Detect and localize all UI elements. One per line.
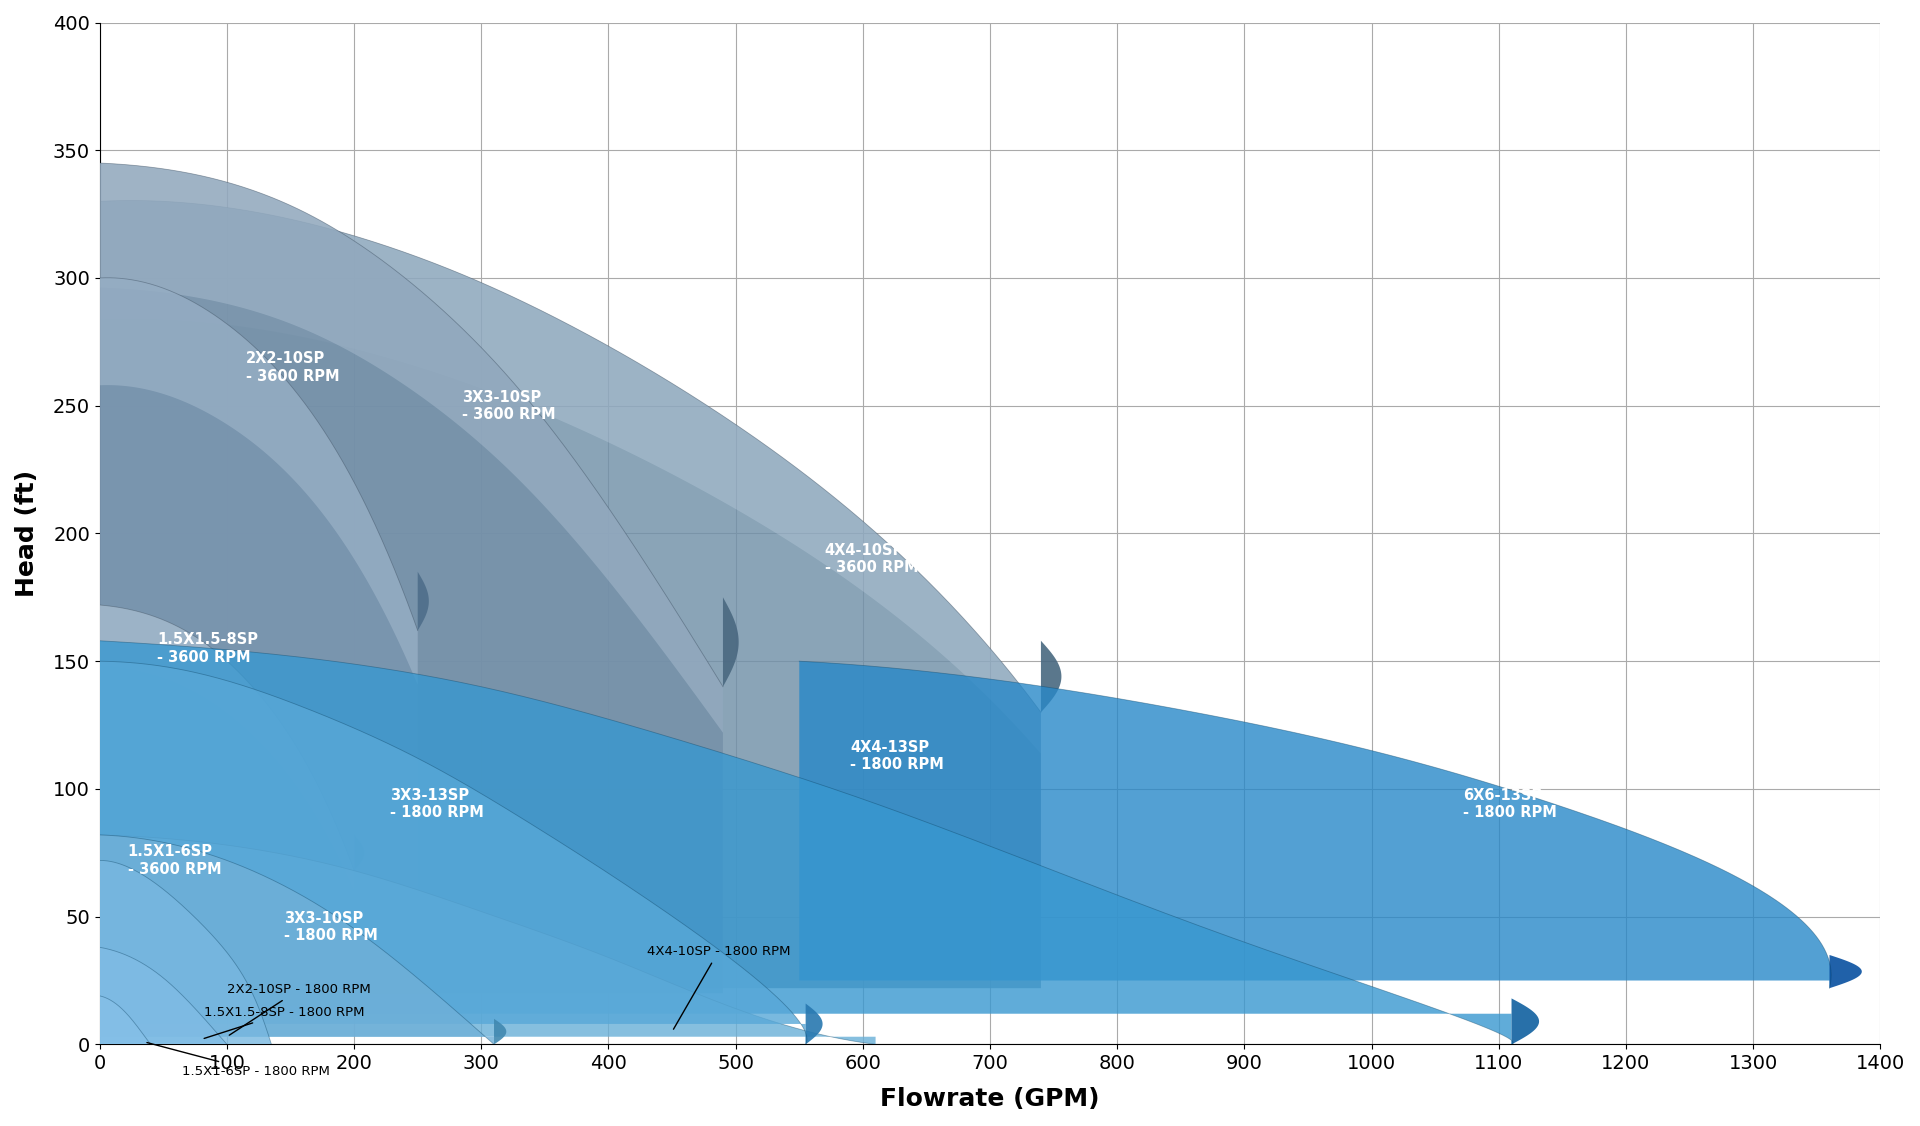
Polygon shape — [799, 661, 1832, 989]
Polygon shape — [227, 963, 234, 1019]
Polygon shape — [100, 163, 724, 733]
Polygon shape — [100, 641, 1513, 1045]
Polygon shape — [100, 278, 419, 993]
Text: 2X2-10SP - 1800 RPM: 2X2-10SP - 1800 RPM — [227, 983, 371, 1035]
Polygon shape — [100, 200, 1041, 753]
Polygon shape — [100, 605, 353, 891]
Polygon shape — [493, 1019, 507, 1045]
Polygon shape — [806, 1003, 822, 1045]
Text: 1.5X1-6SP
- 3600 RPM: 1.5X1-6SP - 3600 RPM — [129, 844, 221, 877]
Text: 4X4-10SP
- 3600 RPM: 4X4-10SP - 3600 RPM — [826, 543, 918, 575]
Polygon shape — [100, 834, 876, 1045]
Polygon shape — [100, 661, 806, 1045]
Text: 4X4-10SP - 1800 RPM: 4X4-10SP - 1800 RPM — [647, 945, 791, 1029]
Polygon shape — [353, 834, 365, 1006]
Text: 4X4-13SP
- 1800 RPM: 4X4-13SP - 1800 RPM — [851, 740, 945, 772]
Polygon shape — [1041, 641, 1062, 989]
Polygon shape — [100, 846, 227, 998]
Polygon shape — [100, 605, 353, 1006]
Text: 6X6-13SP
- 1800 RPM: 6X6-13SP - 1800 RPM — [1463, 788, 1557, 821]
Polygon shape — [100, 834, 493, 1045]
Text: 1.5X1.5-8SP - 1800 RPM: 1.5X1.5-8SP - 1800 RPM — [204, 1007, 365, 1038]
Text: 3X3-10SP
- 1800 RPM: 3X3-10SP - 1800 RPM — [284, 911, 378, 944]
Y-axis label: Head (ft): Head (ft) — [15, 470, 38, 597]
Text: 3X3-10SP
- 3600 RPM: 3X3-10SP - 3600 RPM — [463, 390, 557, 422]
Polygon shape — [419, 572, 428, 993]
Polygon shape — [100, 846, 227, 1019]
X-axis label: Flowrate (GPM): Flowrate (GPM) — [879, 1087, 1100, 1111]
Polygon shape — [100, 278, 419, 685]
Polygon shape — [100, 947, 227, 1045]
Text: 1.5X1.5-8SP
- 3600 RPM: 1.5X1.5-8SP - 3600 RPM — [157, 632, 257, 664]
Text: 3X3-13SP
- 1800 RPM: 3X3-13SP - 1800 RPM — [390, 788, 484, 821]
Polygon shape — [100, 995, 150, 1045]
Polygon shape — [724, 597, 739, 993]
Polygon shape — [100, 860, 271, 1045]
Text: 2X2-10SP
- 3600 RPM: 2X2-10SP - 3600 RPM — [246, 351, 340, 384]
Polygon shape — [1830, 955, 1862, 989]
Polygon shape — [1511, 999, 1540, 1045]
Text: 1.5X1-6SP - 1800 RPM: 1.5X1-6SP - 1800 RPM — [148, 1043, 330, 1078]
Polygon shape — [100, 163, 724, 993]
Polygon shape — [100, 200, 1041, 989]
